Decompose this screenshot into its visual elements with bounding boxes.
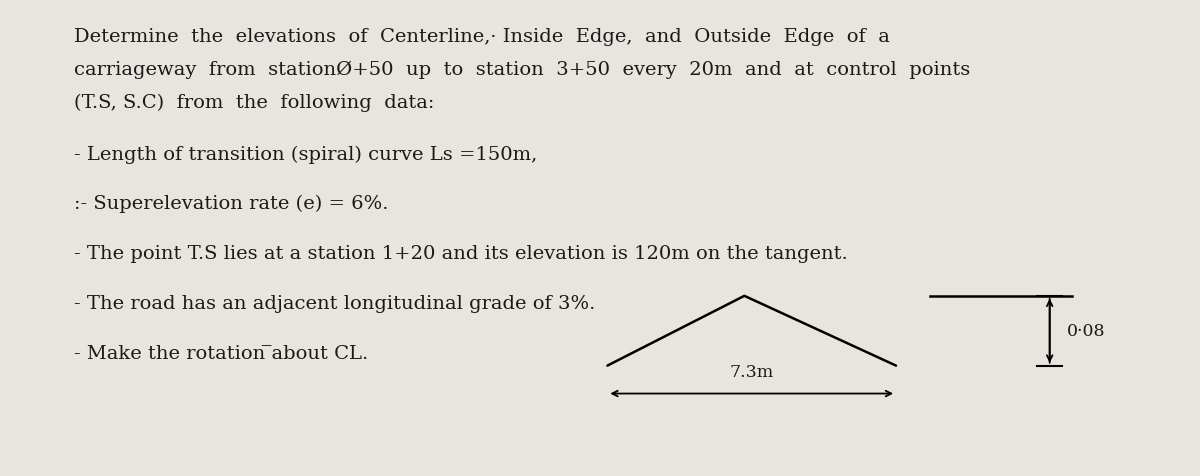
Text: 7.3m: 7.3m	[730, 363, 774, 380]
Text: (T.S, S.C)  from  the  following  data:: (T.S, S.C) from the following data:	[74, 93, 434, 111]
Text: :- Superelevation rate (e) = 6%.: :- Superelevation rate (e) = 6%.	[74, 195, 389, 213]
Text: 0·08: 0·08	[1067, 323, 1105, 339]
Text: Determine  the  elevations  of  Centerline,· Inside  Edge,  and  Outside  Edge  : Determine the elevations of Centerline,·…	[74, 28, 890, 46]
Text: carriageway  from  stationØ+50  up  to  station  3+50  every  20m  and  at  cont: carriageway from stationØ+50 up to stati…	[74, 60, 971, 79]
Text: - Make the rotation ̅about CL.: - Make the rotation ̅about CL.	[74, 344, 368, 362]
Text: - The point T.S lies at a station 1+20 and its elevation is 120m on the tangent.: - The point T.S lies at a station 1+20 a…	[74, 245, 848, 262]
Text: - Length of transition (spiral) curve Ls =150m,: - Length of transition (spiral) curve Ls…	[74, 145, 538, 163]
Text: - The road has an adjacent longitudinal grade of 3%.: - The road has an adjacent longitudinal …	[74, 294, 595, 312]
